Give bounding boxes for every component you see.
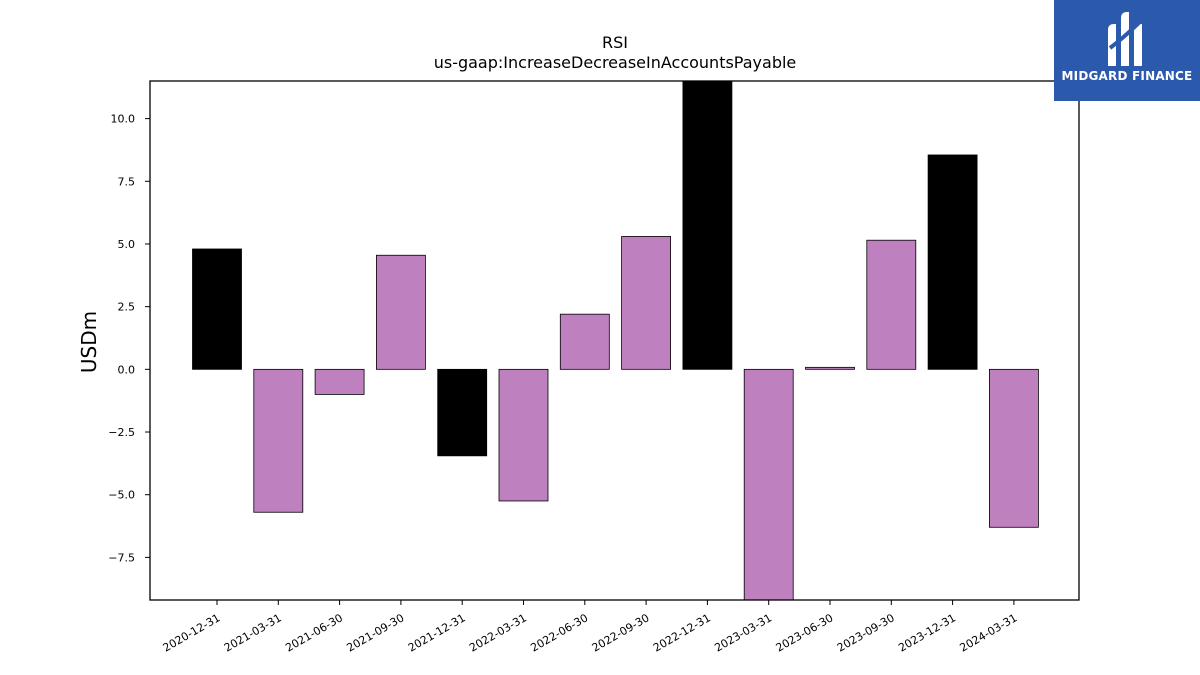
midgard-logo-icon: [1108, 12, 1150, 66]
x-tick-label: 2021-12-31: [406, 611, 468, 654]
bar-2023-12-31: [927, 154, 978, 370]
bar-2022-06-30: [559, 313, 610, 370]
bar-2024-03-31: [989, 368, 1039, 528]
y-tick-label: −7.5: [108, 551, 135, 564]
x-tick-label: 2022-09-30: [590, 611, 652, 654]
x-tick-label: 2023-09-30: [835, 611, 897, 654]
bar-2021-12-31: [437, 368, 488, 457]
brand-logo: MIDGARD FINANCE: [1054, 0, 1200, 101]
plot-frame: [149, 80, 1080, 601]
x-tick-label: 2022-12-31: [651, 611, 713, 654]
y-tick-label: 2.5: [118, 301, 136, 314]
x-tick-label: 2023-06-30: [774, 611, 836, 654]
y-tick-label: −2.5: [108, 426, 135, 439]
x-tick-label: 2022-03-31: [467, 611, 529, 654]
bar-2022-09-30: [621, 236, 671, 370]
x-tick-label: 2021-06-30: [283, 611, 345, 654]
x-tick-label: 2023-03-31: [712, 611, 774, 654]
bar-2022-12-31: [682, 80, 733, 370]
y-tick-label: 10.0: [111, 113, 136, 126]
brand-name: MIDGARD FINANCE: [1061, 69, 1193, 83]
y-tick-label: 5.0: [118, 238, 136, 251]
bar-2023-06-30: [805, 366, 855, 370]
bar-2021-06-30: [314, 368, 365, 395]
y-tick-label: 7.5: [118, 175, 136, 188]
bar-2020-12-31: [192, 248, 242, 370]
bar-2023-03-31: [743, 368, 794, 601]
x-tick-label: 2022-06-30: [528, 611, 590, 654]
x-axis-ticks: 2020-12-31 2021-03-31 2021-06-30 2021-09-30…: [161, 600, 1020, 655]
x-tick-label: 2020-12-31: [161, 611, 223, 654]
bar-2023-09-30: [866, 239, 917, 370]
bars-group: [192, 80, 1039, 601]
y-tick-label: −5.0: [108, 489, 135, 502]
bar-2021-03-31: [253, 368, 304, 513]
x-tick-label: 2021-09-30: [345, 611, 407, 654]
y-axis-ticks: −7.5 −5.0 −2.5 0.0 2.5 5.0 7.5 10.0: [108, 113, 150, 564]
x-tick-label: 2024-03-31: [958, 611, 1020, 654]
chart-subtitle: us-gaap:IncreaseDecreaseInAccountsPayabl…: [434, 53, 797, 72]
x-tick-label: 2021-03-31: [222, 611, 284, 654]
x-tick-label: 2023-12-31: [896, 611, 958, 654]
y-tick-label: 0.0: [118, 363, 136, 376]
bar-2022-03-31: [498, 368, 549, 502]
chart-title: RSI: [602, 33, 628, 52]
bar-2021-09-30: [375, 254, 426, 370]
y-axis-label: USDm: [77, 311, 101, 373]
